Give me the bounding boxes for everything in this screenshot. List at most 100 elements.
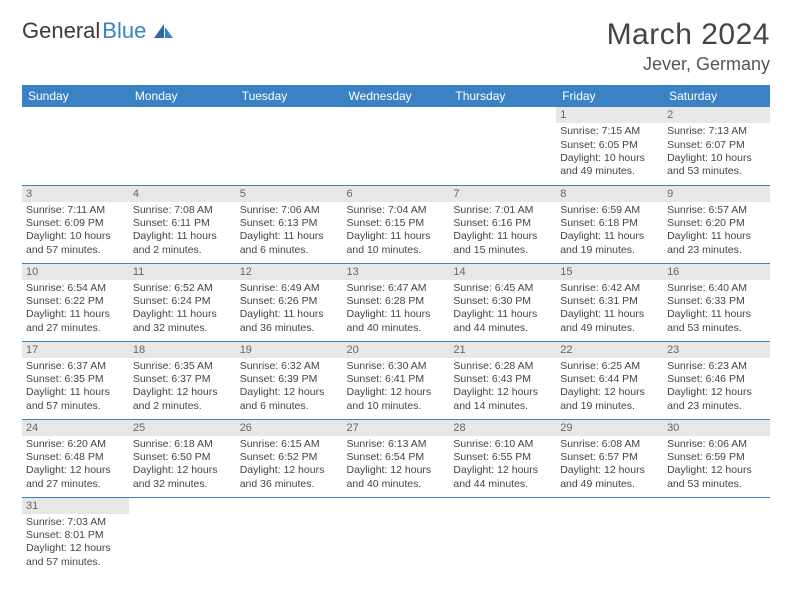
sunset-line: Sunset: 6:22 PM: [26, 295, 125, 308]
daylight-line: Daylight: 12 hours and 19 minutes.: [560, 386, 659, 413]
daylight-line: Daylight: 10 hours and 49 minutes.: [560, 152, 659, 179]
daylight-line: Daylight: 11 hours and 53 minutes.: [667, 308, 766, 335]
day-number: 26: [236, 420, 343, 436]
sunset-line: Sunset: 6:54 PM: [347, 451, 446, 464]
sunrise-line: Sunrise: 6:47 AM: [347, 282, 446, 295]
sunset-line: Sunset: 6:33 PM: [667, 295, 766, 308]
calendar-cell: 14Sunrise: 6:45 AMSunset: 6:30 PMDayligh…: [449, 263, 556, 341]
day-number: 15: [556, 264, 663, 280]
calendar-cell: [236, 497, 343, 575]
sunset-line: Sunset: 6:52 PM: [240, 451, 339, 464]
sunset-line: Sunset: 6:43 PM: [453, 373, 552, 386]
sunrise-line: Sunrise: 6:42 AM: [560, 282, 659, 295]
daylight-line: Daylight: 11 hours and 36 minutes.: [240, 308, 339, 335]
sunrise-line: Sunrise: 6:57 AM: [667, 204, 766, 217]
calendar-cell: [663, 497, 770, 575]
daylight-line: Daylight: 12 hours and 27 minutes.: [26, 464, 125, 491]
calendar-cell: 18Sunrise: 6:35 AMSunset: 6:37 PMDayligh…: [129, 341, 236, 419]
calendar-cell: [22, 107, 129, 185]
calendar-cell: 16Sunrise: 6:40 AMSunset: 6:33 PMDayligh…: [663, 263, 770, 341]
weekday-header: Sunday: [22, 85, 129, 107]
calendar-cell: 26Sunrise: 6:15 AMSunset: 6:52 PMDayligh…: [236, 419, 343, 497]
sail-icon: [152, 22, 174, 40]
sunrise-line: Sunrise: 7:04 AM: [347, 204, 446, 217]
sunrise-line: Sunrise: 6:32 AM: [240, 360, 339, 373]
sunrise-line: Sunrise: 6:06 AM: [667, 438, 766, 451]
calendar-cell: [343, 497, 450, 575]
sunset-line: Sunset: 6:07 PM: [667, 139, 766, 152]
day-number: 18: [129, 342, 236, 358]
sunrise-line: Sunrise: 6:35 AM: [133, 360, 232, 373]
sunrise-line: Sunrise: 6:25 AM: [560, 360, 659, 373]
calendar-cell: 24Sunrise: 6:20 AMSunset: 6:48 PMDayligh…: [22, 419, 129, 497]
sunrise-line: Sunrise: 6:13 AM: [347, 438, 446, 451]
calendar-cell: 17Sunrise: 6:37 AMSunset: 6:35 PMDayligh…: [22, 341, 129, 419]
day-number: 13: [343, 264, 450, 280]
daylight-line: Daylight: 12 hours and 44 minutes.: [453, 464, 552, 491]
sunrise-line: Sunrise: 6:49 AM: [240, 282, 339, 295]
daylight-line: Daylight: 11 hours and 23 minutes.: [667, 230, 766, 257]
sunrise-line: Sunrise: 6:10 AM: [453, 438, 552, 451]
daylight-line: Daylight: 11 hours and 57 minutes.: [26, 386, 125, 413]
sunset-line: Sunset: 6:20 PM: [667, 217, 766, 230]
sunrise-line: Sunrise: 7:15 AM: [560, 125, 659, 138]
calendar-cell: [129, 107, 236, 185]
sunrise-line: Sunrise: 6:45 AM: [453, 282, 552, 295]
calendar-cell: 6Sunrise: 7:04 AMSunset: 6:15 PMDaylight…: [343, 185, 450, 263]
sunset-line: Sunset: 8:01 PM: [26, 529, 125, 542]
daylight-line: Daylight: 11 hours and 2 minutes.: [133, 230, 232, 257]
calendar-cell: 20Sunrise: 6:30 AMSunset: 6:41 PMDayligh…: [343, 341, 450, 419]
weekday-header-row: Sunday Monday Tuesday Wednesday Thursday…: [22, 85, 770, 107]
day-number: 22: [556, 342, 663, 358]
day-number: 30: [663, 420, 770, 436]
day-number: 6: [343, 186, 450, 202]
sunrise-line: Sunrise: 7:01 AM: [453, 204, 552, 217]
day-number: 19: [236, 342, 343, 358]
brand-part2: Blue: [102, 18, 146, 44]
sunrise-line: Sunrise: 6:20 AM: [26, 438, 125, 451]
calendar-row: 1Sunrise: 7:15 AMSunset: 6:05 PMDaylight…: [22, 107, 770, 185]
weekday-header: Wednesday: [343, 85, 450, 107]
header: GeneralBlue March 2024 Jever, Germany: [22, 18, 770, 75]
sunset-line: Sunset: 6:09 PM: [26, 217, 125, 230]
calendar-cell: 1Sunrise: 7:15 AMSunset: 6:05 PMDaylight…: [556, 107, 663, 185]
calendar-cell: 8Sunrise: 6:59 AMSunset: 6:18 PMDaylight…: [556, 185, 663, 263]
weekday-header: Thursday: [449, 85, 556, 107]
sunrise-line: Sunrise: 6:30 AM: [347, 360, 446, 373]
sunset-line: Sunset: 6:37 PM: [133, 373, 232, 386]
daylight-line: Daylight: 11 hours and 40 minutes.: [347, 308, 446, 335]
sunrise-line: Sunrise: 6:23 AM: [667, 360, 766, 373]
calendar-cell: 19Sunrise: 6:32 AMSunset: 6:39 PMDayligh…: [236, 341, 343, 419]
sunset-line: Sunset: 6:24 PM: [133, 295, 232, 308]
day-number: 8: [556, 186, 663, 202]
daylight-line: Daylight: 12 hours and 10 minutes.: [347, 386, 446, 413]
sunset-line: Sunset: 6:35 PM: [26, 373, 125, 386]
month-title: March 2024: [607, 18, 770, 52]
calendar-cell: [129, 497, 236, 575]
sunset-line: Sunset: 6:59 PM: [667, 451, 766, 464]
sunrise-line: Sunrise: 6:40 AM: [667, 282, 766, 295]
calendar-cell: [449, 107, 556, 185]
daylight-line: Daylight: 11 hours and 44 minutes.: [453, 308, 552, 335]
calendar-cell: 12Sunrise: 6:49 AMSunset: 6:26 PMDayligh…: [236, 263, 343, 341]
calendar-cell: 3Sunrise: 7:11 AMSunset: 6:09 PMDaylight…: [22, 185, 129, 263]
daylight-line: Daylight: 12 hours and 36 minutes.: [240, 464, 339, 491]
sunset-line: Sunset: 6:44 PM: [560, 373, 659, 386]
calendar-cell: 5Sunrise: 7:06 AMSunset: 6:13 PMDaylight…: [236, 185, 343, 263]
calendar-cell: 9Sunrise: 6:57 AMSunset: 6:20 PMDaylight…: [663, 185, 770, 263]
daylight-line: Daylight: 12 hours and 49 minutes.: [560, 464, 659, 491]
brand-part1: General: [22, 18, 100, 44]
day-number: 28: [449, 420, 556, 436]
weekday-header: Tuesday: [236, 85, 343, 107]
day-number: 23: [663, 342, 770, 358]
calendar-cell: [449, 497, 556, 575]
day-number: 5: [236, 186, 343, 202]
sunset-line: Sunset: 6:50 PM: [133, 451, 232, 464]
calendar-row: 24Sunrise: 6:20 AMSunset: 6:48 PMDayligh…: [22, 419, 770, 497]
sunset-line: Sunset: 6:05 PM: [560, 139, 659, 152]
daylight-line: Daylight: 11 hours and 10 minutes.: [347, 230, 446, 257]
title-block: March 2024 Jever, Germany: [607, 18, 770, 75]
calendar-cell: 29Sunrise: 6:08 AMSunset: 6:57 PMDayligh…: [556, 419, 663, 497]
calendar-cell: 30Sunrise: 6:06 AMSunset: 6:59 PMDayligh…: [663, 419, 770, 497]
day-number: 21: [449, 342, 556, 358]
